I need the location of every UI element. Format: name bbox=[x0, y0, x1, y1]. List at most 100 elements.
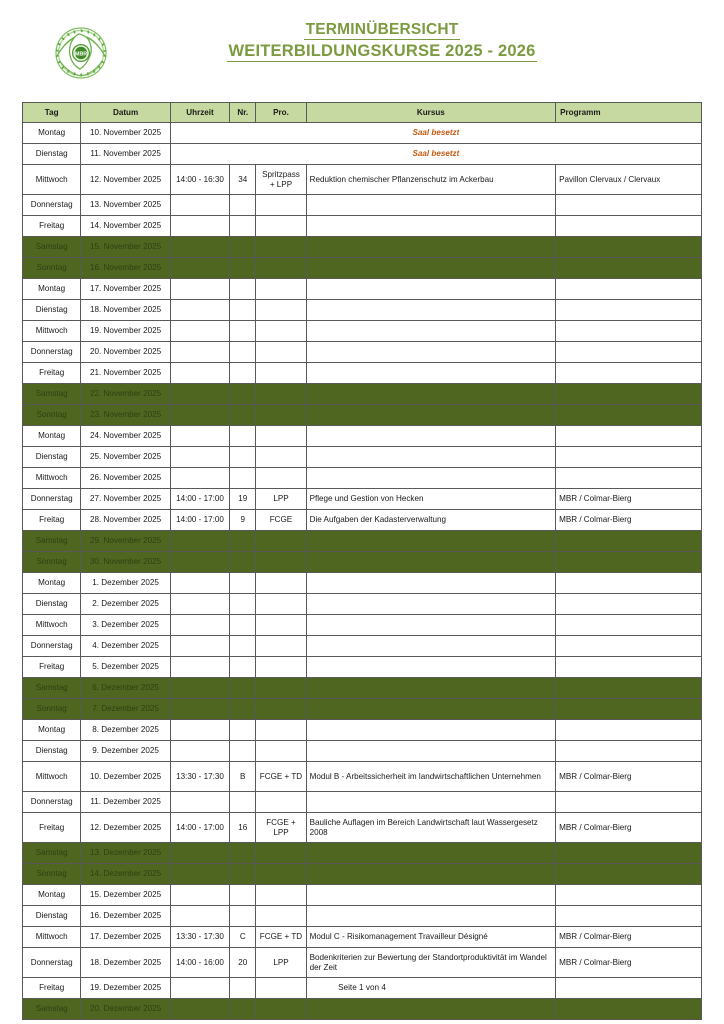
table-row: Montag 15. Dezember 2025 bbox=[21, 884, 702, 906]
organization-logo: MBR bbox=[44, 24, 118, 82]
luxembourg-agriculture-emblem-icon: MBR bbox=[55, 27, 107, 79]
cell-tag: Montag bbox=[21, 425, 82, 447]
cell-pro: FCGE + TD bbox=[255, 926, 307, 948]
cell-datum: 15. Dezember 2025 bbox=[80, 884, 171, 906]
cell-datum: 23. November 2025 bbox=[80, 404, 171, 426]
table-row: Samstag 29. November 2025 bbox=[21, 530, 702, 552]
cell-tag: Sonntag bbox=[21, 257, 82, 279]
cell-uhrzeit: 13:30 - 17:30 bbox=[169, 761, 231, 792]
cell-pro bbox=[255, 635, 307, 657]
cell-datum: 10. November 2025 bbox=[80, 122, 171, 144]
cell-programm bbox=[555, 257, 702, 279]
cell-tag: Dienstag bbox=[21, 905, 82, 927]
cell-datum: 7. Dezember 2025 bbox=[80, 698, 171, 720]
cell-programm bbox=[555, 236, 702, 258]
cell-tag: Samstag bbox=[21, 677, 82, 699]
cell-nr: C bbox=[229, 926, 257, 948]
cell-pro: FCGE + LPP bbox=[255, 812, 307, 843]
cell-datum: 3. Dezember 2025 bbox=[80, 614, 171, 636]
document-title-line-1: TERMINÜBERSICHT bbox=[40, 20, 724, 40]
table-row: Montag 8. Dezember 2025 bbox=[21, 719, 702, 741]
svg-text:MBR: MBR bbox=[75, 52, 87, 58]
cell-pro bbox=[255, 905, 307, 927]
cell-pro bbox=[255, 362, 307, 384]
cell-datum: 13. Dezember 2025 bbox=[80, 842, 171, 864]
cell-tag: Sonntag bbox=[21, 698, 82, 720]
cell-tag: Donnerstag bbox=[21, 635, 82, 657]
cell-nr bbox=[229, 698, 257, 720]
cell-kursus: Die Aufgaben der Kadasterverwaltung bbox=[305, 509, 557, 531]
table-row: Montag 10. November 2025 Saal besetzt bbox=[21, 122, 703, 144]
cell-programm bbox=[555, 194, 702, 216]
cell-nr bbox=[229, 614, 257, 636]
cell-pro bbox=[255, 236, 307, 258]
column-header-datum: Datum bbox=[80, 102, 171, 123]
cell-kursus bbox=[305, 362, 557, 384]
cell-kursus bbox=[305, 383, 557, 405]
table-row: Sonntag 14. Dezember 2025 bbox=[21, 863, 702, 885]
cell-tag: Dienstag bbox=[21, 593, 82, 615]
cell-programm bbox=[555, 341, 702, 363]
cell-programm bbox=[555, 863, 702, 885]
cell-datum: 17. Dezember 2025 bbox=[80, 926, 171, 948]
cell-tag: Freitag bbox=[21, 362, 82, 384]
cell-pro bbox=[255, 257, 307, 279]
table-row: Samstag 13. Dezember 2025 bbox=[21, 842, 702, 864]
cell-uhrzeit bbox=[169, 740, 231, 762]
column-header-tag: Tag bbox=[21, 102, 82, 123]
cell-datum: 6. Dezember 2025 bbox=[80, 677, 171, 699]
cell-kursus: Bodenkriterien zur Bewertung der Standor… bbox=[305, 947, 557, 978]
table-row: Mittwoch 3. Dezember 2025 bbox=[21, 614, 702, 636]
table-row: Dienstag 16. Dezember 2025 bbox=[21, 905, 702, 927]
table-row: Freitag 12. Dezember 2025 14:00 - 17:00 16 F… bbox=[21, 812, 702, 843]
cell-datum: 27. November 2025 bbox=[80, 488, 171, 510]
document-title-line-2: WEITERBILDUNGSKURSE 2025 - 2026 bbox=[40, 41, 724, 63]
cell-tag: Mittwoch bbox=[21, 320, 82, 342]
cell-kursus: Pflege und Gestion von Hecken bbox=[305, 488, 557, 510]
table-row: Sonntag 16. November 2025 bbox=[21, 257, 702, 279]
cell-tag: Freitag bbox=[21, 215, 82, 237]
cell-nr bbox=[229, 635, 257, 657]
cell-nr bbox=[229, 740, 257, 762]
cell-programm bbox=[555, 278, 702, 300]
cell-uhrzeit bbox=[169, 998, 231, 1020]
cell-kursus bbox=[305, 842, 557, 864]
cell-nr bbox=[229, 215, 257, 237]
cell-kursus: Modul B - Arbeitssicherheit im landwirts… bbox=[305, 761, 557, 792]
cell-uhrzeit bbox=[169, 278, 231, 300]
cell-tag: Sonntag bbox=[21, 551, 82, 573]
cell-datum: 22. November 2025 bbox=[80, 383, 171, 405]
cell-uhrzeit bbox=[169, 446, 231, 468]
cell-datum: 17. November 2025 bbox=[80, 278, 171, 300]
cell-uhrzeit bbox=[169, 404, 231, 426]
cell-pro bbox=[255, 698, 307, 720]
table-row: Donnerstag 11. Dezember 2025 bbox=[21, 791, 702, 813]
cell-uhrzeit: 14:00 - 17:00 bbox=[169, 509, 231, 531]
cell-tag: Samstag bbox=[21, 842, 82, 864]
cell-tag: Mittwoch bbox=[21, 467, 82, 489]
cell-datum: 10. Dezember 2025 bbox=[80, 761, 171, 792]
cell-tag: Sonntag bbox=[21, 404, 82, 426]
cell-programm bbox=[555, 383, 702, 405]
table-row: Donnerstag 18. Dezember 2025 14:00 - 16:00… bbox=[21, 947, 702, 978]
cell-nr: 9 bbox=[229, 509, 257, 531]
cell-programm bbox=[555, 299, 702, 321]
table-row: Mittwoch 12. November 2025 14:00 - 16:30 34… bbox=[21, 164, 702, 195]
cell-pro bbox=[255, 299, 307, 321]
table-row: Freitag 5. Dezember 2025 bbox=[21, 656, 702, 678]
cell-programm: MBR / Colmar-Bierg bbox=[555, 761, 702, 792]
cell-kursus: Modul C - Risikomanagement Travailleur D… bbox=[305, 926, 557, 948]
cell-nr bbox=[229, 362, 257, 384]
cell-uhrzeit bbox=[169, 656, 231, 678]
document-title-block: TERMINÜBERSICHT WEITERBILDUNGSKURSE 2025… bbox=[0, 20, 724, 63]
cell-kursus bbox=[305, 215, 557, 237]
cell-tag: Dienstag bbox=[21, 299, 82, 321]
cell-datum: 25. November 2025 bbox=[80, 446, 171, 468]
cell-kursus bbox=[305, 404, 557, 426]
cell-programm bbox=[555, 998, 702, 1020]
cell-pro bbox=[255, 842, 307, 864]
cell-kursus bbox=[305, 572, 557, 594]
cell-kursus bbox=[305, 467, 557, 489]
cell-datum: 2. Dezember 2025 bbox=[80, 593, 171, 615]
cell-uhrzeit bbox=[169, 425, 231, 447]
